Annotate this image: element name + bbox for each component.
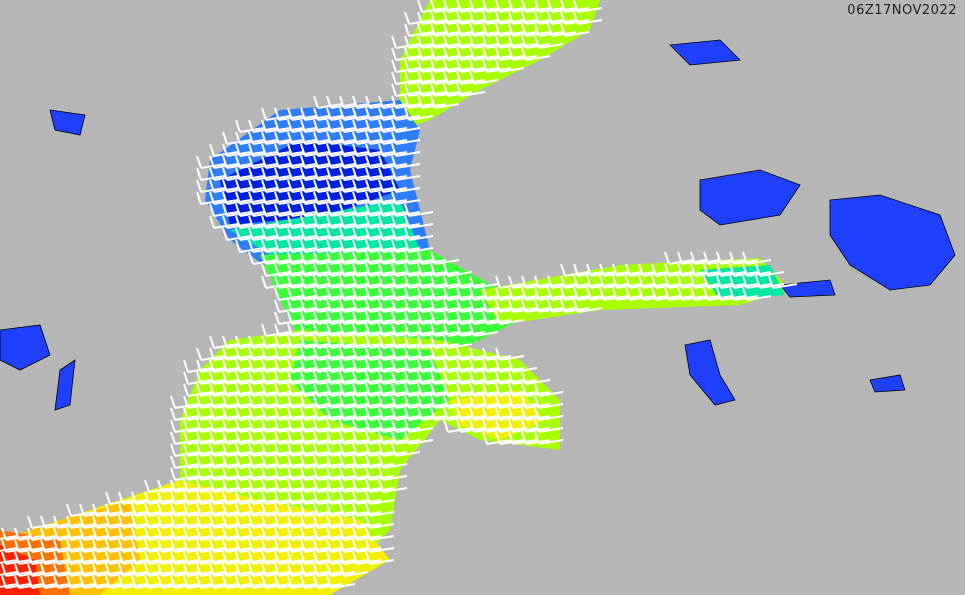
wind-barb [391, 155, 421, 169]
wind-barb [534, 383, 564, 397]
lake [669, 39, 741, 66]
wind-barb [391, 443, 421, 457]
wind-barb [365, 527, 395, 541]
lake [869, 374, 906, 393]
wind-barb [378, 467, 408, 481]
wind-barb [391, 143, 421, 157]
timestamp-label: 06Z17NOV2022 [847, 3, 957, 18]
wind-barb [768, 275, 798, 289]
wind-barb [365, 503, 395, 517]
wind-barb [521, 47, 551, 61]
wind-barb [443, 263, 473, 277]
wind-barb [391, 167, 421, 181]
wind-barb [404, 419, 434, 433]
wind-barb [404, 107, 434, 121]
lake-vattern [54, 359, 76, 411]
wind-barb [573, 299, 603, 313]
wind-barb [742, 251, 772, 265]
wind-barb [573, 11, 603, 25]
wind-barb [573, 0, 603, 13]
wind-barb [378, 455, 408, 469]
wind-barb [443, 335, 473, 349]
wind-barb [534, 419, 564, 433]
wind-barb [430, 251, 460, 265]
wind-barb [404, 227, 434, 241]
wind-barb [365, 539, 395, 553]
wind-barb [469, 71, 499, 85]
lake [699, 169, 801, 226]
wind-barb [495, 347, 525, 361]
wind-barbs [0, 0, 798, 589]
wind-barb [391, 191, 421, 205]
wind-barb [534, 35, 564, 49]
wind-barb [469, 275, 499, 289]
wind-barb [404, 239, 434, 253]
wind-barb [456, 83, 486, 97]
lake-ladoga [829, 194, 956, 291]
wind-barb [404, 431, 434, 445]
wind-barb [742, 287, 772, 301]
wind-barb [326, 575, 356, 589]
lake-vanern [0, 324, 51, 371]
wind-barb [495, 311, 525, 325]
wind-barb [755, 263, 785, 277]
wind-barb [534, 407, 564, 421]
lake-peipus [684, 339, 736, 406]
wind-barb [339, 563, 369, 577]
wind-barb [495, 59, 525, 73]
wind-barb [404, 215, 434, 229]
wind-barb [365, 551, 395, 565]
wind-barb [378, 479, 408, 493]
wind-barb [430, 95, 460, 109]
wind-barb [391, 179, 421, 193]
wind-barb [469, 323, 499, 337]
wind-barb [521, 371, 551, 385]
wind-barb [365, 491, 395, 505]
wind-barb [534, 395, 564, 409]
wind-barb [560, 23, 590, 37]
wind-barb [365, 515, 395, 529]
wind-barb [391, 119, 421, 133]
wind-barb [534, 431, 564, 445]
wind-barb [404, 203, 434, 217]
wind-barb [391, 131, 421, 145]
lake [49, 109, 86, 136]
wind-barb [508, 359, 538, 373]
